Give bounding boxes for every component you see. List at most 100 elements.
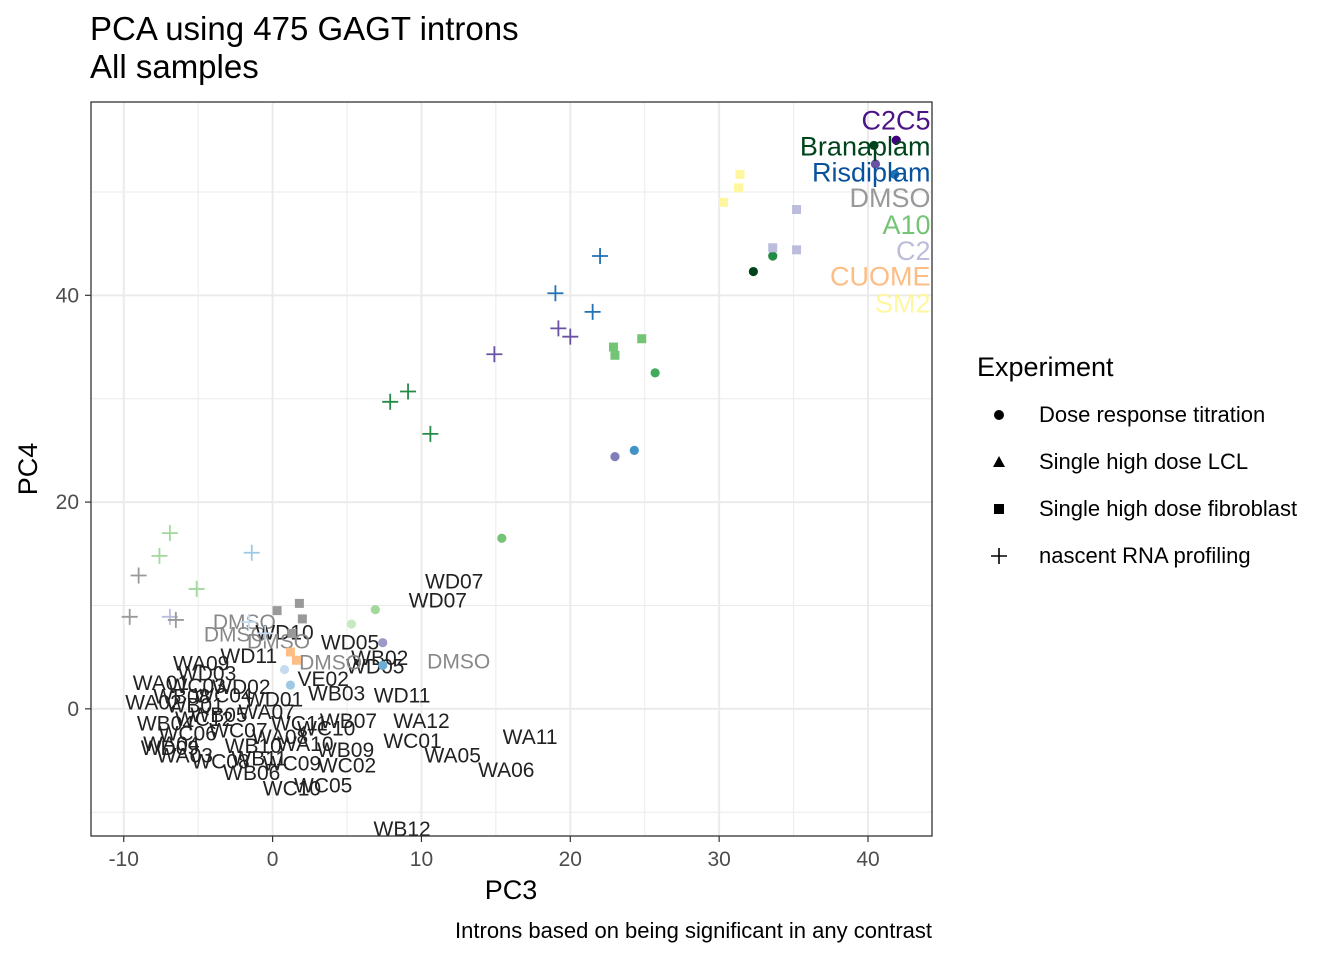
- data-point-circle: [370, 604, 380, 615]
- sample-label: VE02: [298, 668, 349, 691]
- data-point-circle: [891, 135, 901, 145]
- sample-label: WB12: [374, 818, 431, 841]
- sample-label: DMSO: [427, 650, 490, 673]
- data-point-square: [768, 243, 778, 253]
- sample-label: DMSO: [299, 651, 362, 674]
- treatment-label: Risdiplam: [812, 157, 931, 187]
- legend-item-dose-response: Dose response titration: [977, 391, 1297, 438]
- data-point-plus: [562, 328, 579, 345]
- sample-label: WD11: [374, 684, 431, 707]
- data-point-square: [719, 197, 729, 207]
- data-point-circle: [650, 368, 660, 378]
- sample-label: WD11: [220, 645, 277, 668]
- sample-label: WB08: [153, 685, 210, 708]
- sample-label: WC07: [209, 720, 267, 743]
- data-point-plus: [422, 425, 439, 442]
- data-point-square: [608, 342, 618, 352]
- x-axis-label: PC3: [485, 875, 538, 905]
- sample-label: WA11: [503, 726, 558, 749]
- sample-label: WB06: [223, 762, 280, 785]
- data-point-circle: [869, 140, 879, 151]
- data-point-square: [733, 183, 743, 193]
- sample-label: WC05: [294, 774, 352, 797]
- point-layer: [121, 135, 901, 690]
- sample-label: WD10: [255, 621, 313, 644]
- sample-label: WD09: [141, 737, 199, 760]
- y-tick-label: 0: [67, 698, 79, 721]
- sample-label: WA09: [173, 652, 229, 675]
- legend-label: Single high dose LCL: [1039, 448, 1249, 474]
- x-tick-label: 30: [707, 848, 730, 871]
- legend-label: Single high dose fibroblast: [1039, 495, 1298, 521]
- y-axis-label: PC4: [13, 443, 43, 496]
- sample-label: WB07: [320, 710, 377, 733]
- data-point-square: [272, 606, 282, 616]
- sample-label: WC09: [263, 753, 321, 776]
- data-point-circle: [378, 660, 388, 671]
- data-point-square: [297, 614, 307, 624]
- data-point-plus: [257, 625, 274, 642]
- data-point-circle: [279, 664, 290, 675]
- treatment-label: C2: [896, 236, 931, 266]
- square-icon: [994, 503, 1004, 514]
- data-point-circle: [346, 619, 357, 629]
- data-point-circle: [378, 638, 388, 648]
- triangle-icon: [993, 455, 1005, 467]
- data-point-plus: [400, 383, 417, 400]
- sample-label: WB01: [167, 695, 224, 718]
- x-tick-label: -10: [109, 848, 139, 871]
- data-point-circle: [629, 445, 639, 455]
- plot-panel-border: [90, 101, 933, 837]
- data-point-plus: [382, 393, 399, 410]
- sample-label: WC11: [271, 712, 328, 735]
- circle-icon: [994, 409, 1004, 420]
- sample-label: WA01: [133, 672, 189, 695]
- data-point-square: [792, 245, 802, 255]
- x-tick-label: 10: [410, 848, 433, 871]
- sample-label: WA02: [125, 692, 181, 715]
- sample-label: WB02: [351, 647, 408, 670]
- sample-label: WB09: [317, 739, 374, 762]
- data-point-plus: [130, 567, 147, 584]
- legend-item-single-high-dose-fibroblast: Single high dose fibroblast: [977, 485, 1297, 532]
- data-point-square: [637, 334, 647, 344]
- data-point-square: [610, 350, 620, 360]
- treatment-label: DMSO: [850, 183, 931, 213]
- sample-label: WA05: [424, 744, 480, 767]
- data-point-plus: [243, 544, 260, 561]
- sample-label: WA08: [252, 726, 308, 749]
- chart-subtitle: All samples: [90, 48, 259, 85]
- sample-label: WD05: [346, 655, 404, 678]
- treatment-label: SM2: [875, 289, 931, 319]
- data-point-circle: [890, 169, 900, 179]
- sample-label: WA12: [393, 710, 449, 733]
- sample-label: WB10: [225, 735, 282, 758]
- data-point-plus: [550, 320, 567, 337]
- sample-label: WC12: [175, 708, 233, 731]
- axis-layer: -10 0 10 20 30 40 0 20 40: [56, 284, 880, 871]
- data-point-plus: [188, 580, 205, 597]
- sample-label: WB04: [137, 712, 195, 735]
- data-point-plus: [592, 248, 609, 265]
- data-point-circle: [285, 680, 296, 690]
- sample-label: WC10: [263, 777, 321, 800]
- legend-label: nascent RNA profiling: [1039, 542, 1251, 568]
- data-point-plus: [584, 303, 601, 320]
- sample-label: WC08: [191, 751, 249, 774]
- data-point-plus: [240, 614, 257, 631]
- chart-caption: Introns based on being significant in an…: [455, 918, 932, 943]
- sample-label: WC04: [194, 684, 253, 707]
- sample-label: WD01: [245, 689, 303, 712]
- data-point-plus: [151, 547, 168, 564]
- legend-item-single-high-dose-lcl: Single high dose LCL: [977, 438, 1297, 485]
- chart-title: PCA using 475 GAGT introns: [90, 10, 519, 47]
- sample-label: WB11: [231, 747, 287, 770]
- x-tick-label: 20: [559, 848, 582, 871]
- sample-label: WD02: [212, 676, 270, 699]
- sample-label: WA10: [277, 733, 333, 756]
- sample-label: WC10: [297, 717, 355, 740]
- sample-label: WD05: [321, 632, 379, 655]
- data-point-circle: [870, 159, 881, 169]
